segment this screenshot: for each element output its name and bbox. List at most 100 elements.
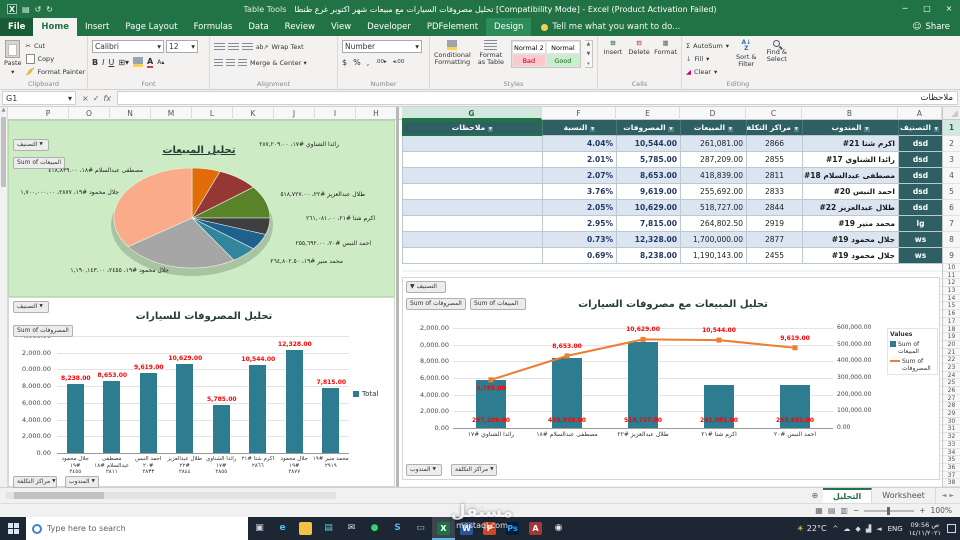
cell[interactable]: ws (898, 232, 942, 248)
sales-bar[interactable] (552, 358, 582, 428)
quick-access-toolbar[interactable]: X ▤ ↺ ↻ (0, 4, 60, 14)
tab-developer[interactable]: Developer (367, 22, 411, 32)
cell[interactable] (402, 168, 542, 184)
tab-pdfelement[interactable]: PDFelement (426, 22, 479, 32)
start-button[interactable] (0, 517, 26, 540)
copy-button[interactable]: Copy (25, 53, 86, 64)
taskbar-app-whatsapp[interactable]: ● (363, 517, 386, 540)
format-cells-button[interactable]: ▦ Format (654, 39, 677, 56)
zoom-out-button[interactable]: − (852, 506, 860, 515)
cell[interactable]: 2.07% (542, 168, 616, 184)
zoom-level[interactable]: 100% (930, 506, 952, 515)
bar[interactable] (66, 384, 84, 453)
cell[interactable] (402, 216, 542, 232)
cell-style-bad[interactable]: Bad (511, 54, 546, 67)
sheet-tab-nav[interactable]: ◄ ► (941, 492, 954, 499)
tab-formulas[interactable]: Formulas (193, 22, 233, 32)
column-header-A[interactable]: A (898, 107, 942, 120)
cell[interactable]: 2811 (746, 168, 802, 184)
font-color-button[interactable]: A (147, 56, 154, 68)
cell[interactable]: 255,692.00 (680, 184, 746, 200)
table-column-header[interactable]: ▼ مراكز التكلفة (746, 120, 802, 136)
underline-button[interactable]: U (108, 57, 115, 67)
volume-icon[interactable]: ◄ (876, 524, 882, 533)
column-header-N[interactable]: N (110, 107, 151, 120)
cell[interactable]: dsd (898, 168, 942, 184)
filter-icon[interactable]: ▼ (589, 127, 596, 132)
row-header-27[interactable]: 27 (943, 395, 960, 403)
scrollbar-thumb[interactable] (14, 492, 104, 499)
filter-icon[interactable]: ▼ (487, 127, 494, 132)
vertical-scrollbar[interactable]: ▲ (0, 107, 8, 487)
row-header-26[interactable]: 26 (943, 387, 960, 395)
tab-view[interactable]: View (331, 22, 352, 32)
expenses-line[interactable] (490, 338, 796, 381)
cell[interactable]: 2833 (746, 184, 802, 200)
row-header-17[interactable]: 17 (943, 318, 960, 326)
new-sheet-button[interactable]: ⊕ (811, 491, 819, 500)
row-header-11[interactable]: 11 (943, 272, 960, 280)
weather-widget[interactable]: ☀ 22°C (796, 524, 827, 533)
sales-pie-chart[interactable]: التصنيف ▼ Sum of المبيعات تحليل المبيعات … (8, 120, 395, 297)
wrap-text-button[interactable]: Wrap Text (271, 43, 304, 51)
cell[interactable]: dsd (898, 184, 942, 200)
cell[interactable] (402, 232, 542, 248)
cell[interactable]: dsd (898, 200, 942, 216)
column-header-I[interactable]: I (315, 107, 356, 120)
row-header-14[interactable]: 14 (943, 295, 960, 303)
cell[interactable]: 5,785.00 (616, 152, 680, 168)
italic-button[interactable]: I (102, 57, 105, 67)
sales-bar[interactable] (476, 380, 506, 428)
bar-filter-button[interactable]: التصنيف ▼ (13, 301, 49, 313)
taskbar-app-word[interactable]: W (455, 517, 478, 540)
formula-input[interactable]: ملاحظات (116, 91, 958, 105)
taskbar-app-powerpoint[interactable]: P (478, 517, 501, 540)
delete-cells-button[interactable]: ⊟ Delete (628, 39, 650, 56)
row-header-32[interactable]: 32 (943, 433, 960, 441)
tab-file[interactable]: File (0, 18, 34, 36)
cell[interactable]: 10,629.00 (616, 200, 680, 216)
row-header-1[interactable]: 1 (943, 120, 960, 136)
taskbar-app-task-view[interactable]: ▣ (248, 517, 271, 540)
row-header-15[interactable]: 15 (943, 302, 960, 311)
taskbar-app-skype[interactable]: S (386, 517, 409, 540)
cell[interactable]: طلال عبدالعزيز ‎#22 (802, 200, 898, 216)
column-header-J[interactable]: J (274, 107, 315, 120)
cell[interactable]: رائدا الشناوي ‎#17 (802, 152, 898, 168)
cell[interactable]: 2844 (746, 200, 802, 216)
table-column-header[interactable]: ▼ ملاحظات (402, 120, 542, 136)
row-header-3[interactable]: 3 (943, 152, 960, 168)
row-header-30[interactable]: 30 (943, 418, 960, 426)
align-bottom-icon[interactable] (242, 43, 253, 51)
column-header-K[interactable]: K (233, 107, 274, 120)
pie-filter-button[interactable]: التصنيف ▼ (13, 139, 49, 151)
cell[interactable]: 12,328.00 (616, 232, 680, 248)
cell[interactable]: 4.04% (542, 136, 616, 152)
cell[interactable]: 2877 (746, 232, 802, 248)
row-header-4[interactable]: 4 (943, 168, 960, 184)
combo-axis-button-1[interactable]: المندوب ▼ (406, 464, 442, 476)
select-all-corner[interactable] (942, 107, 960, 120)
cell[interactable]: 261,081.00 (680, 136, 746, 152)
tab-design[interactable]: Design (486, 18, 532, 36)
cell[interactable]: lg (898, 216, 942, 232)
bar[interactable] (285, 350, 303, 453)
cell[interactable]: 2455 (746, 248, 802, 264)
cell-style-normal[interactable]: Normal (545, 41, 580, 54)
bar-axis-button-1[interactable]: مراكز التكلفة ▼ (13, 476, 57, 488)
defender-shield-icon[interactable]: ◆ (855, 524, 861, 533)
cell-styles-gallery[interactable]: Normal 2 Normal Bad Good (510, 40, 581, 68)
bar[interactable] (212, 404, 230, 453)
row-header-34[interactable]: 34 (943, 449, 960, 457)
page-layout-view-icon[interactable]: ▤ (827, 506, 836, 515)
align-middle-icon[interactable] (228, 43, 239, 51)
cell[interactable]: 2.95% (542, 216, 616, 232)
conditional-formatting-button[interactable]: Conditional Formatting (434, 38, 471, 66)
row-header-7[interactable]: 7 (943, 216, 960, 232)
row-header-28[interactable]: 28 (943, 402, 960, 411)
percent-button[interactable]: % (353, 57, 361, 67)
cell[interactable]: 9,619.00 (616, 184, 680, 200)
column-header-O[interactable]: O (69, 107, 110, 120)
cell[interactable]: 518,727.00 (680, 200, 746, 216)
cell[interactable]: 0.73% (542, 232, 616, 248)
